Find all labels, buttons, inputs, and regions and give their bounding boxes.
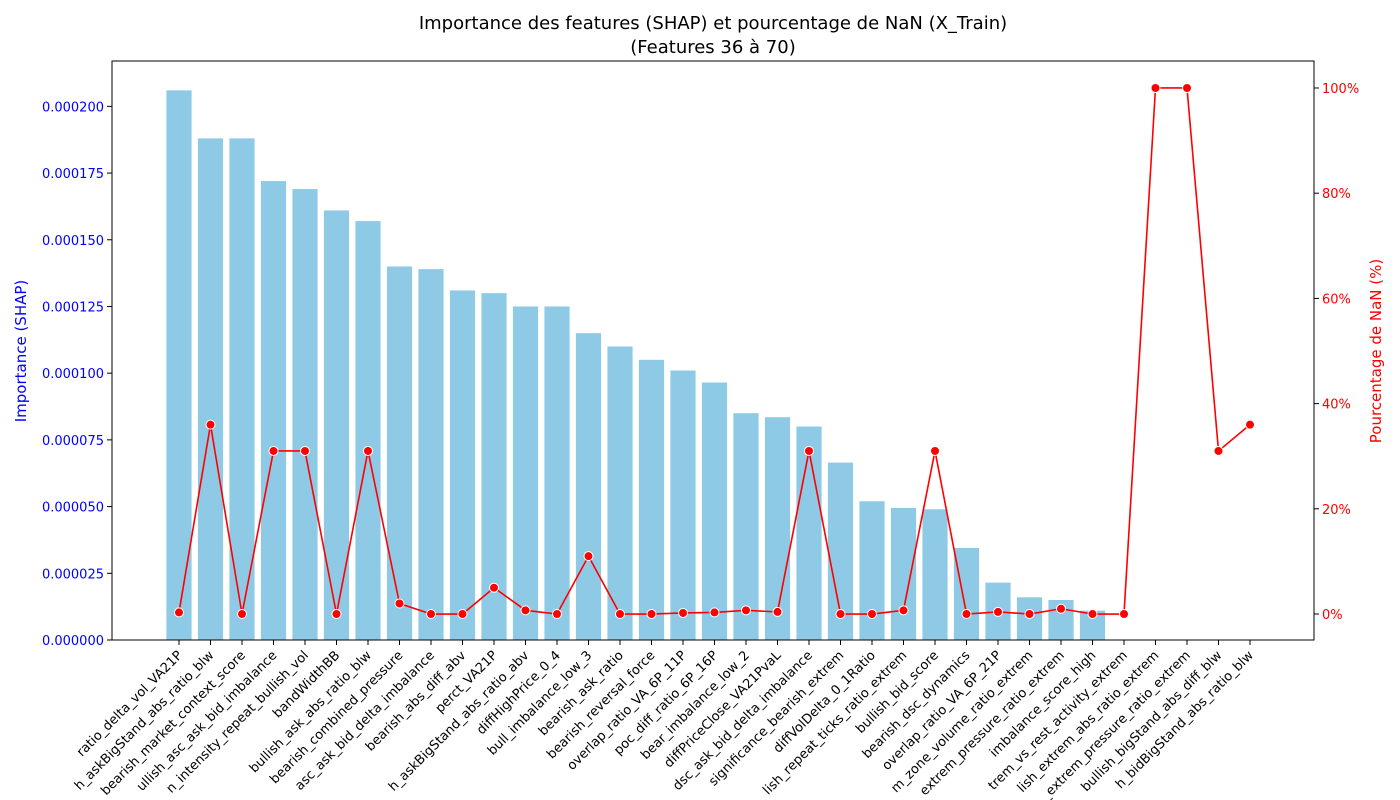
bar: [292, 189, 318, 640]
nan-marker: [646, 609, 657, 620]
nan-marker: [552, 609, 562, 620]
nan-marker: [1213, 445, 1224, 456]
y2-axis-label: Pourcentage de NaN (%): [1367, 259, 1385, 443]
y2-tick-label: 60%: [1322, 292, 1351, 307]
bar: [260, 181, 287, 640]
y-tick-label: 0.000025: [42, 567, 104, 582]
nan-marker: [205, 419, 216, 430]
bar: [512, 306, 539, 640]
bar: [386, 266, 413, 640]
bar: [922, 509, 948, 640]
nan-marker: [394, 598, 405, 609]
nan-marker: [1182, 82, 1192, 93]
nan-marker: [520, 605, 531, 616]
nan-marker: [237, 609, 247, 620]
bar: [953, 547, 980, 640]
nan-marker: [835, 609, 846, 620]
bar: [229, 138, 255, 641]
bar: [166, 90, 192, 641]
nan-marker: [678, 607, 688, 618]
nan-marker: [174, 607, 184, 618]
chart-subtitle: (Features 36 à 70): [630, 37, 795, 58]
nan-marker: [583, 551, 594, 562]
nan-marker: [426, 609, 436, 620]
nan-marker: [489, 582, 499, 593]
nan-marker: [898, 605, 909, 616]
bar: [670, 370, 696, 640]
nan-marker: [1056, 603, 1066, 614]
y-tick-label: 0.000125: [42, 300, 104, 315]
nan-marker: [1150, 82, 1161, 93]
bar: [701, 382, 728, 640]
bar: [796, 426, 822, 640]
nan-marker: [615, 609, 625, 620]
y2-tick-label: 100%: [1322, 82, 1359, 97]
y2-tick-label: 80%: [1322, 187, 1351, 202]
nan-marker: [1245, 419, 1255, 430]
nan-marker: [331, 609, 342, 620]
nan-marker: [268, 445, 279, 456]
y2-tick-label: 40%: [1322, 398, 1351, 413]
bar: [481, 293, 507, 640]
y-axis-label: Importance (SHAP): [12, 280, 30, 423]
nan-marker: [930, 445, 940, 456]
bar: [355, 221, 381, 640]
bar: [733, 413, 759, 640]
y2-tick-label: 0%: [1322, 608, 1343, 623]
y2-tick-label: 20%: [1322, 503, 1351, 518]
nan-marker: [804, 445, 814, 456]
bar: [638, 359, 665, 640]
chart-title: Importance des features (SHAP) et pource…: [419, 13, 1007, 34]
bar: [449, 290, 476, 640]
bar: [418, 269, 444, 640]
nan-marker: [300, 445, 310, 456]
bar: [575, 333, 602, 640]
y-tick-label: 0.000075: [42, 434, 104, 449]
y-tick-label: 0.000200: [42, 100, 104, 115]
bar: [323, 210, 350, 640]
nan-marker: [772, 606, 783, 617]
bar: [197, 138, 224, 641]
nan-marker: [1119, 609, 1129, 620]
plot-frame: [111, 60, 1315, 641]
bar: [544, 306, 570, 640]
nan-marker: [1087, 609, 1098, 620]
y-tick-label: 0.000100: [42, 367, 104, 382]
y-tick-label: 0.000000: [42, 634, 104, 649]
nan-marker: [709, 607, 720, 618]
y-tick-label: 0.000050: [42, 501, 104, 516]
bar: [607, 346, 633, 640]
nan-marker: [741, 605, 751, 616]
y-tick-label: 0.000150: [42, 234, 104, 249]
nan-marker: [993, 606, 1003, 617]
bar: [859, 501, 885, 640]
bar: [764, 417, 791, 640]
nan-marker: [363, 445, 373, 456]
nan-marker: [961, 609, 972, 620]
bar: [890, 507, 917, 640]
nan-marker: [1024, 609, 1035, 620]
nan-marker: [457, 609, 468, 620]
nan-marker: [867, 609, 877, 620]
y-tick-label: 0.000175: [42, 167, 104, 182]
